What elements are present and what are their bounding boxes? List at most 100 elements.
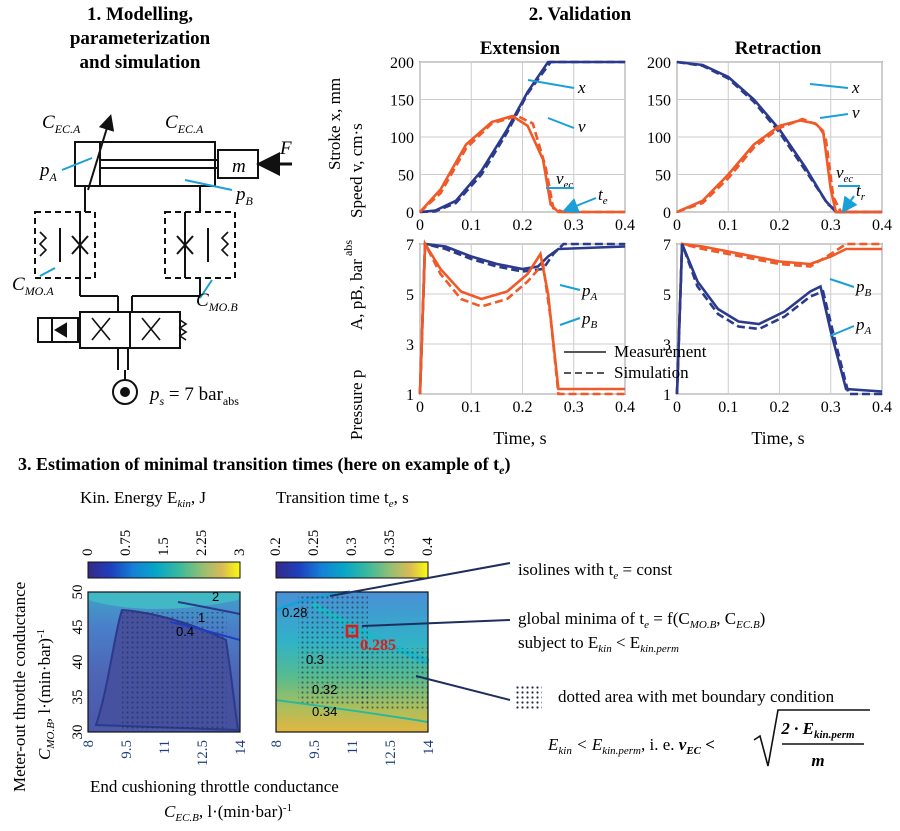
heatmap-y-tick: 50	[70, 585, 86, 600]
x-tick-label: 0.3	[564, 217, 584, 234]
curve-leader	[809, 83, 849, 89]
x-tick-label: 0.2	[770, 217, 790, 234]
xlabel-retraction: Time, s	[751, 428, 804, 448]
y-tick-label: 50	[398, 168, 414, 185]
svg-text:CEC.A: CEC.A	[165, 112, 204, 136]
svg-text:CMO.B, l·(min·bar)-1: CMO.B, l·(min·bar)-1	[35, 629, 57, 760]
curve-leader	[527, 79, 575, 89]
throttle-a-icon	[71, 235, 89, 255]
x-tick-label: 0	[673, 399, 681, 416]
curve-labels: x v vec te x v vec tr pA pB pB pA	[556, 78, 872, 337]
curve-leader	[559, 317, 581, 326]
y-tick-label: 5	[406, 287, 414, 304]
svg-text:vec: vec	[556, 169, 573, 191]
y-tick-label: 200	[390, 55, 414, 72]
x-tick-label: 0	[673, 217, 681, 234]
heatmap-kin: 2 1 0.4	[87, 589, 241, 733]
heatmap-x-tick: 11	[157, 740, 173, 754]
svg-text:0.32: 0.32	[312, 682, 337, 697]
svg-text:Simulation: Simulation	[614, 363, 689, 382]
svg-text:CEC.B, l·(min·bar)-1: CEC.B, l·(min·bar)-1	[164, 802, 292, 824]
curve-leader	[559, 284, 581, 291]
svg-text:Speed v, cm·s: Speed v, cm·s	[347, 123, 366, 218]
svg-text:Measurement: Measurement	[614, 342, 707, 361]
heatmap-y-tick: 35	[70, 690, 86, 705]
heatmap-x-tick: 8	[81, 740, 97, 748]
svg-text:parameterization: parameterization	[70, 28, 211, 49]
svg-text:x: x	[577, 78, 586, 97]
schematic-leaders	[39, 157, 233, 299]
colorbar-tick-label: 0.4	[420, 537, 436, 556]
svg-text:tr: tr	[856, 181, 866, 203]
heatmap-y-tick: 40	[70, 655, 86, 670]
svg-text:Pressure p: Pressure p	[347, 370, 366, 440]
x-tick-label: 0.1	[461, 217, 481, 234]
colorbar-tick-label: 0.3	[344, 537, 360, 556]
x-tick-label: 0.3	[821, 399, 841, 416]
kin-colorbar	[87, 561, 241, 579]
svg-text:ps = 7 barabs: ps = 7 barabs	[148, 384, 239, 408]
pb-sim-extension	[418, 238, 625, 396]
svg-text:subject to Ekin < Ekin.perm: subject to Ekin < Ekin.perm	[518, 633, 679, 655]
x-tick-label: 0.1	[718, 217, 738, 234]
svg-text:F: F	[279, 138, 292, 159]
pa-sim-extension	[418, 242, 625, 395]
hydraulic-schematic	[34, 114, 292, 405]
heatmap-xlabels: End cushioning throttle conductance CEC.…	[90, 777, 339, 824]
v-sim-extension	[419, 114, 625, 214]
pa-sim-retraction	[675, 243, 882, 396]
section1-title: 1. Modelling, parameterization and simul…	[70, 4, 211, 73]
tt-colorbar-title: Transition time te, s	[276, 488, 409, 510]
heatmap-y-tick: 45	[70, 620, 86, 635]
heatmap-ylabels: Meter-out throttle conductance CMO.B, l·…	[10, 582, 57, 792]
col-title-retraction: Retraction	[735, 38, 822, 59]
svg-text:global minima of te = f(CMO.B,: global minima of te = f(CMO.B, CEC.B)	[518, 609, 765, 631]
v-sim-retraction	[676, 117, 882, 214]
y-tick-label: 200	[647, 55, 671, 72]
svg-text:and simulation: and simulation	[80, 52, 201, 73]
svg-text:0.34: 0.34	[312, 704, 337, 719]
heatmap-x-tick: 11	[345, 740, 361, 754]
svg-text:1. Modelling,: 1. Modelling,	[87, 4, 193, 25]
svg-text:pB: pB	[855, 277, 872, 299]
svg-text:A, pB, bar: A, pB, bar	[347, 259, 366, 330]
y-tick-label: 50	[655, 168, 671, 185]
svg-text:vec: vec	[836, 163, 853, 185]
colorbar-tick-label: 3	[232, 549, 248, 557]
pa-measured-retraction	[675, 243, 883, 395]
validation-ylabels: Speed v, cm·s Stroke x, mm Pressure p A,…	[325, 78, 366, 440]
svg-text:0.28: 0.28	[282, 605, 307, 620]
heatmap-axes: 8 9.5 11 12.5 14 8 9.5 11 12.5 14 50 45 40 35 30	[70, 585, 437, 767]
svg-text:pA: pA	[581, 281, 598, 303]
svg-text:m: m	[232, 156, 246, 177]
curve-leader	[547, 117, 575, 129]
tt-colorbar	[275, 561, 429, 579]
svg-text:End cushioning throttle conduc: End cushioning throttle conductance	[90, 777, 339, 796]
x-tick-label: 0.2	[513, 217, 533, 234]
throttle-b-icon	[176, 235, 194, 255]
svg-text:v: v	[852, 103, 860, 122]
col-title-extension: Extension	[480, 38, 561, 59]
svg-text:Stroke x, mm: Stroke x, mm	[325, 78, 344, 170]
y-tick-label: 3	[406, 337, 414, 354]
annotation-texts: isolines with te = const global minima o…	[514, 560, 870, 770]
xlabel-extension: Time, s	[493, 428, 546, 448]
schematic-labels: CEC.A CEC.A pA pB m F CMO.A CMO.B ps = 7…	[12, 112, 292, 408]
minimum-value: 0.285	[360, 637, 396, 654]
svg-text:te: te	[598, 185, 608, 207]
colorbar-tick-label: 0.25	[306, 530, 322, 556]
svg-text:0.4: 0.4	[176, 624, 194, 639]
heatmap-x-tick: 14	[421, 740, 437, 756]
svg-text:Ekin < Ekin.perm, i. e. vEC <: Ekin < Ekin.perm, i. e. vEC <	[547, 735, 715, 757]
colorbar-tick-label: 0.75	[118, 530, 134, 556]
tt-ticks: 0.2 0.25 0.3 0.35 0.4	[268, 530, 436, 556]
y-tick-label: 0	[663, 205, 671, 222]
x-tick-label: 0.2	[770, 399, 790, 416]
x-tick-label: 0.1	[461, 399, 481, 416]
x-tick-label: 0.2	[513, 399, 533, 416]
y-tick-label: 150	[390, 93, 414, 110]
heatmap-x-tick: 12.5	[383, 740, 399, 766]
curve-leader	[562, 197, 597, 213]
svg-text:pB: pB	[581, 309, 598, 331]
